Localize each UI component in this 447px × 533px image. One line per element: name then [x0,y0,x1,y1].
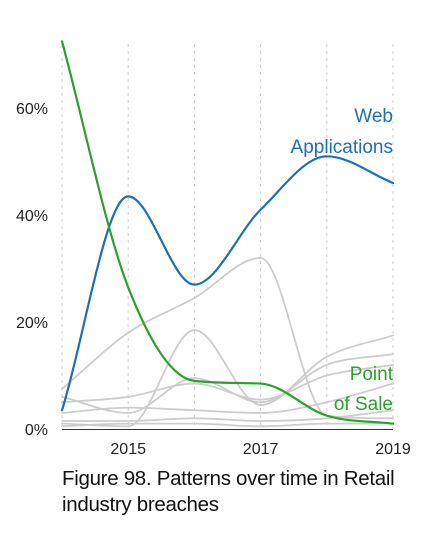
series-line-other-8 [61,422,394,428]
highlighted-series-lines [60,40,395,425]
y-tick-label: 0% [25,422,48,439]
series-line-other-5 [61,363,394,404]
series-label-point-of-sale: Point [350,364,394,385]
series-line-other-3 [61,329,394,428]
x-tick-label: 2017 [243,441,279,458]
y-tick-label: 40% [16,208,48,225]
figure-caption: Figure 98. Patterns over time in Retail … [62,467,395,516]
x-tick-label: 2019 [375,441,411,458]
series-line-web-applications [60,155,395,412]
series-label-point-of-sale: of Sale [334,394,393,415]
y-axis-tick-labels: 0% 20% 40% 60% [16,101,48,439]
series-line-point-of-sale [60,40,395,425]
series-label-web-applications: Web [354,106,393,127]
y-tick-label: 20% [16,315,48,332]
series-label-web-applications: Applications [291,137,393,158]
vertical-gridlines [61,44,394,429]
series-line-other-4 [61,353,394,414]
series-labels: Web Applications Point of Sale [291,106,394,415]
x-tick-label: 2015 [110,441,146,458]
y-tick-label: 60% [16,101,48,118]
series-line-other-6 [61,382,394,414]
x-axis-tick-labels: 2015 2017 2019 [110,441,410,458]
